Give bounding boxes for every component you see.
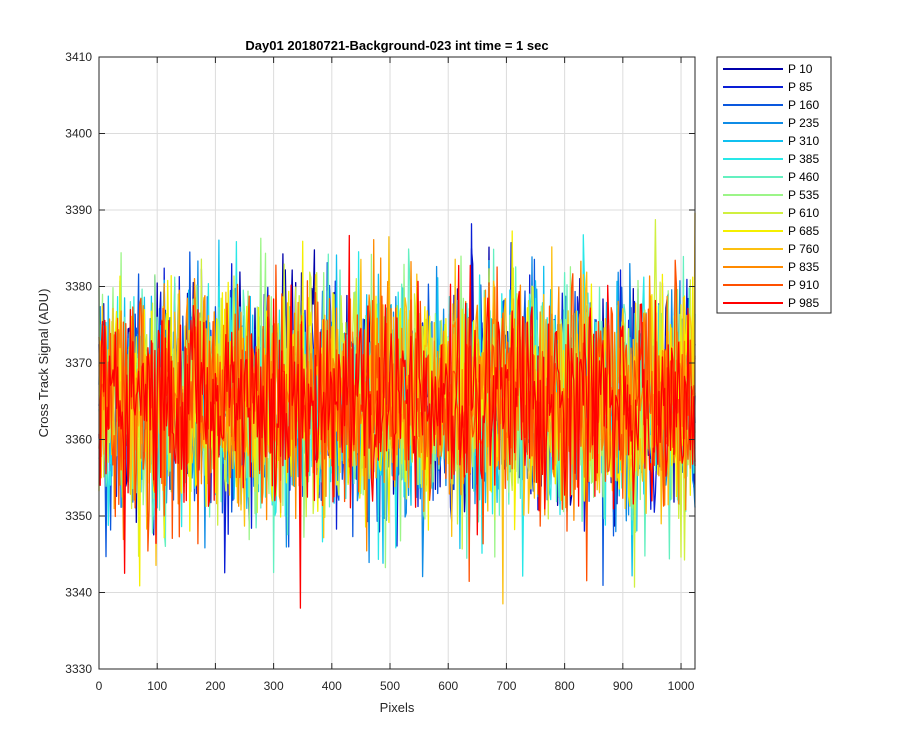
x-tick-label: 900 xyxy=(613,679,633,693)
y-tick-label: 3360 xyxy=(65,433,92,447)
legend-entry: P 685 xyxy=(788,224,819,238)
axis-ticks xyxy=(98,56,695,670)
legend-entry: P 160 xyxy=(788,98,819,112)
chart-title: Day01 20180721-Background-023 int time =… xyxy=(245,38,548,53)
legend: P 10 P 85 P 160 P 235 P 310 P 385 P 460 P 535 P … xyxy=(716,56,832,314)
legend-entry: P 985 xyxy=(788,296,819,310)
legend-box xyxy=(716,56,832,314)
legend-entry: P 835 xyxy=(788,260,819,274)
y-tick-label: 3330 xyxy=(65,662,92,676)
legend-entry: P 235 xyxy=(788,116,819,130)
y-tick-label: 3370 xyxy=(65,356,92,370)
y-tick-label: 3380 xyxy=(65,280,92,294)
legend-entry: P 535 xyxy=(788,188,819,202)
legend-entry: P 910 xyxy=(788,278,819,292)
y-tick-label: 3340 xyxy=(65,586,92,600)
plot-area xyxy=(98,56,696,670)
y-tick-label: 3390 xyxy=(65,203,92,217)
y-axis-label: Cross Track Signal (ADU) xyxy=(36,289,51,438)
x-tick-label: 800 xyxy=(555,679,575,693)
y-tick-label: 3400 xyxy=(65,127,92,141)
legend-entry: P 10 xyxy=(788,62,813,76)
legend-entry: P 610 xyxy=(788,206,819,220)
x-axis-label: Pixels xyxy=(380,700,415,715)
x-tick-label: 500 xyxy=(380,679,400,693)
legend-entry: P 760 xyxy=(788,242,819,256)
legend-entry: P 385 xyxy=(788,152,819,166)
x-tick-label: 600 xyxy=(438,679,458,693)
legend-entry: P 310 xyxy=(788,134,819,148)
x-tick-label: 0 xyxy=(96,679,103,693)
legend-entry: P 460 xyxy=(788,170,819,184)
x-tick-label: 700 xyxy=(496,679,516,693)
y-tick-label: 3350 xyxy=(65,509,92,523)
series-lines xyxy=(98,212,696,609)
series-line xyxy=(98,234,696,609)
y-tick-label: 3410 xyxy=(65,50,92,64)
x-tick-label: 300 xyxy=(264,679,284,693)
x-tick-label: 100 xyxy=(147,679,167,693)
x-tick-label: 400 xyxy=(322,679,342,693)
legend-entry: P 85 xyxy=(788,80,813,94)
x-tick-label: 1000 xyxy=(668,679,695,693)
x-tick-label: 200 xyxy=(205,679,225,693)
